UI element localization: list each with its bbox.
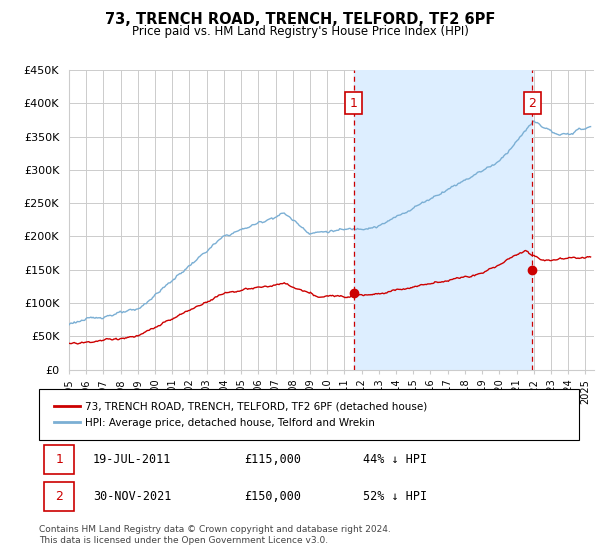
Text: 1: 1 [350, 97, 358, 110]
FancyBboxPatch shape [44, 482, 74, 511]
FancyBboxPatch shape [44, 445, 74, 474]
Legend: 73, TRENCH ROAD, TRENCH, TELFORD, TF2 6PF (detached house), HPI: Average price, : 73, TRENCH ROAD, TRENCH, TELFORD, TF2 6P… [50, 397, 431, 432]
Text: 1: 1 [55, 453, 63, 466]
Bar [354, 70, 532, 370]
Text: £150,000: £150,000 [244, 490, 301, 503]
Text: 73, TRENCH ROAD, TRENCH, TELFORD, TF2 6PF: 73, TRENCH ROAD, TRENCH, TELFORD, TF2 6P… [105, 12, 495, 27]
Text: Contains HM Land Registry data © Crown copyright and database right 2024.
This d: Contains HM Land Registry data © Crown c… [39, 525, 391, 545]
Text: 2: 2 [55, 490, 63, 503]
FancyBboxPatch shape [39, 389, 579, 440]
Text: 44% ↓ HPI: 44% ↓ HPI [363, 453, 427, 466]
Text: £115,000: £115,000 [244, 453, 301, 466]
Text: 2: 2 [529, 97, 536, 110]
Text: 52% ↓ HPI: 52% ↓ HPI [363, 490, 427, 503]
Text: 19-JUL-2011: 19-JUL-2011 [93, 453, 172, 466]
Text: 30-NOV-2021: 30-NOV-2021 [93, 490, 172, 503]
Text: Price paid vs. HM Land Registry's House Price Index (HPI): Price paid vs. HM Land Registry's House … [131, 25, 469, 38]
